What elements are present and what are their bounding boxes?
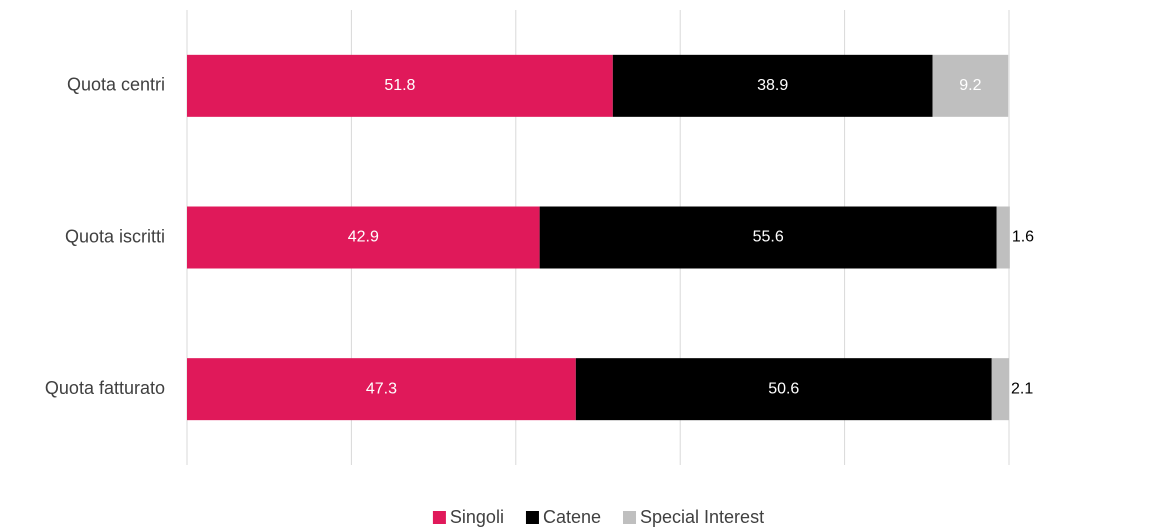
bar-segment [575,358,992,421]
y-tick-label: Quota centri [67,75,165,95]
value-label: 2.1 [1011,380,1033,397]
value-label: 9.2 [959,77,981,94]
value-label: 1.6 [1012,229,1034,246]
bar-segment [996,206,1010,269]
legend-swatch [623,511,637,524]
legend-label: Special Interest [640,507,764,527]
legend-swatch [525,511,539,524]
bar-segment [187,206,540,269]
value-label: 55.6 [753,229,784,246]
bar-segment [991,358,1009,421]
legend-label: Catene [543,507,601,527]
y-tick-label: Quota fatturato [45,378,165,398]
value-label: 51.8 [384,77,415,94]
legend-label: Singoli [450,507,504,527]
bar-segment [612,54,933,117]
value-label: 42.9 [348,229,379,246]
bar-segment [187,358,576,421]
bar-segment [932,54,1009,117]
bar-segment [187,54,613,117]
value-label: 50.6 [768,380,799,397]
y-tick-label: Quota iscritti [65,226,165,246]
value-label: 38.9 [757,77,788,94]
value-label: 47.3 [366,380,397,397]
legend-swatch [432,511,446,524]
bar-segment [539,206,997,269]
